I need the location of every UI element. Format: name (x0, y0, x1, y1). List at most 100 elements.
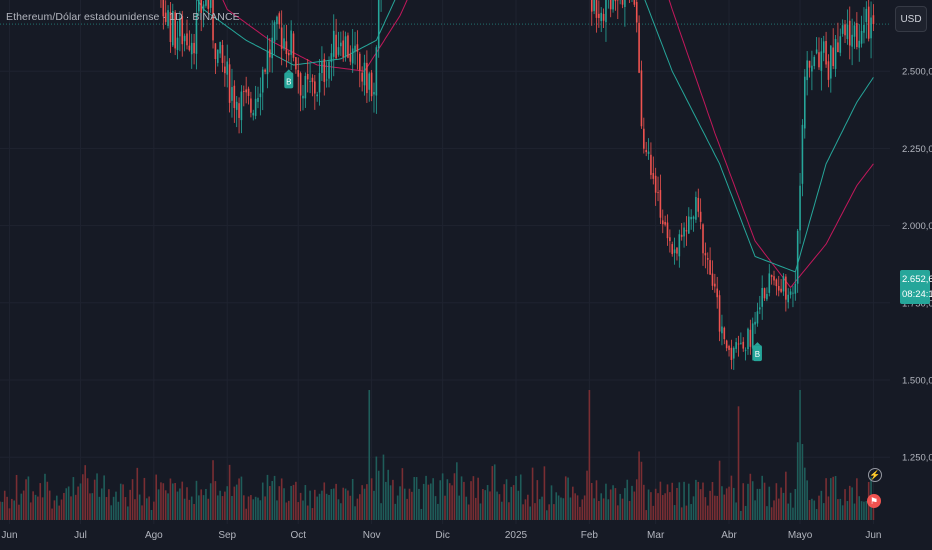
volume-bar (827, 496, 830, 520)
buy-signal-marker[interactable]: B (752, 342, 762, 362)
candle-body (252, 112, 255, 116)
currency-button[interactable]: USD (895, 6, 927, 32)
volume-bar (110, 505, 113, 520)
volume-bar (553, 504, 555, 520)
candle-body (744, 349, 747, 351)
volume-bar (134, 499, 136, 520)
volume-bar (607, 499, 610, 520)
candle-body (702, 224, 704, 254)
volume-bar (403, 488, 406, 520)
volume-bar (318, 493, 321, 520)
candlesticks[interactable] (0, 0, 875, 370)
volume-bar (401, 468, 404, 520)
candle-body (770, 275, 773, 277)
volume-bar (302, 500, 304, 520)
candle-body (803, 76, 806, 129)
volume-bar (697, 481, 700, 520)
time-tick-label: Ago (145, 530, 163, 541)
volume-bar (141, 505, 143, 520)
candle-body (654, 175, 657, 193)
time-tick-label: Mar (647, 530, 665, 541)
candle-body (590, 0, 593, 12)
volume-bar (354, 506, 356, 520)
candle-body (830, 45, 832, 79)
candle-body (614, 0, 617, 2)
candle-body (728, 346, 730, 350)
volume-bar (624, 488, 626, 520)
volume-bar (261, 482, 264, 520)
volume-bar (389, 485, 392, 520)
volume-bar (325, 493, 328, 520)
volume-bar (716, 495, 719, 520)
volume-bar (221, 496, 224, 520)
candle-body (766, 294, 768, 300)
volume-bar (671, 482, 674, 520)
volume-bar (647, 489, 650, 520)
buy-signal-marker[interactable]: B (284, 69, 294, 89)
candle-body (354, 45, 356, 52)
ma-slow-line (222, 0, 874, 289)
volume-bar (773, 500, 775, 520)
volume-bar (321, 490, 323, 520)
volume-bar (164, 490, 167, 520)
candle-body (827, 61, 830, 80)
candle-body (657, 192, 659, 193)
candle-body (737, 343, 740, 345)
volume-bar (176, 491, 179, 520)
time-tick-label: Nov (363, 530, 381, 541)
volume-bar (259, 500, 262, 520)
ma-fast-line (197, 0, 874, 273)
volume-bar (422, 483, 425, 520)
volume-bar (524, 499, 527, 520)
candle-body (188, 45, 191, 51)
volume-bar (276, 500, 278, 520)
candle-body (711, 273, 714, 286)
flag-icon[interactable]: ⚑ (867, 494, 881, 508)
volume-bar (579, 506, 581, 520)
candle-body (794, 283, 797, 294)
candle-body (839, 36, 842, 53)
volume-bar (34, 494, 37, 520)
volume-bar (808, 500, 811, 520)
candle-body (825, 40, 827, 65)
volume-bar (569, 497, 572, 520)
volume-bar (411, 491, 413, 520)
volume-bar (685, 505, 688, 520)
volume-bar (240, 476, 243, 520)
chart-title[interactable]: Ethereum/Dólar estadounidense · 1D · BIN… (6, 11, 240, 23)
volume-bar (429, 483, 432, 520)
candle-body (269, 49, 271, 58)
candle-body (683, 227, 685, 237)
volume-bar (536, 480, 539, 520)
candle-body (787, 294, 790, 303)
volume-bar (534, 503, 536, 520)
volume-bar (198, 495, 200, 520)
lightning-icon[interactable]: ⚡ (868, 468, 882, 482)
volume-bar (56, 495, 58, 520)
volume-bar (340, 503, 342, 520)
candle-body (709, 260, 711, 275)
volume-bar (782, 492, 785, 520)
volume-bar (167, 493, 169, 520)
volume-bar (706, 505, 709, 520)
volume-bar (792, 507, 794, 520)
volume-bar (548, 504, 550, 520)
volume-bar (787, 503, 790, 520)
time-axis[interactable]: Jun Jul Ago Sep Oct Nov Dic 2025 Feb Mar Abr Mayo Ju… (1, 530, 881, 541)
volume-bar (856, 478, 858, 520)
volume-bar (44, 473, 46, 520)
candle-body (271, 37, 274, 59)
candle-body (280, 27, 283, 49)
candle-body (624, 0, 626, 7)
price-axis[interactable]: 1.250,001.500,001.750,002.000,002.250,00… (902, 0, 932, 464)
volume-bar (434, 496, 437, 520)
volume-bar (74, 494, 77, 520)
volume-bar (711, 481, 714, 520)
volume-bar (825, 478, 827, 520)
volume-bar (98, 496, 101, 520)
volume-bar (692, 496, 695, 520)
volume-bar (704, 497, 707, 520)
time-tick-label: Jun (1, 530, 17, 541)
candle-body (664, 221, 666, 225)
